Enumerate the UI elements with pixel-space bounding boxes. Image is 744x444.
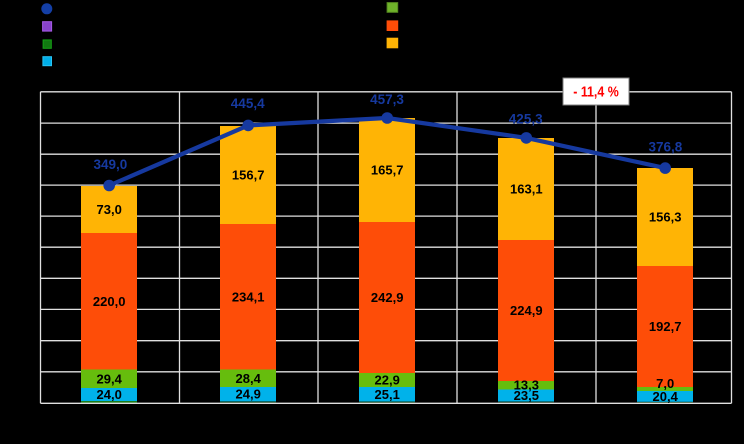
svg-text:13,3: 13,3	[514, 378, 539, 393]
svg-text:242,9: 242,9	[371, 290, 404, 305]
svg-text:- 11,4 %: - 11,4 %	[573, 83, 619, 100]
svg-text:224,9: 224,9	[510, 303, 543, 318]
svg-text:425,3: 425,3	[509, 112, 543, 127]
svg-text:29,4: 29,4	[97, 371, 123, 386]
svg-text:192,7: 192,7	[649, 319, 682, 334]
svg-text:156,7: 156,7	[232, 168, 265, 183]
svg-text:7,0: 7,0	[656, 376, 674, 391]
svg-text:73,0: 73,0	[97, 202, 122, 217]
svg-text:234,1: 234,1	[232, 289, 265, 304]
svg-text:25,1: 25,1	[375, 387, 400, 402]
svg-text:28,4: 28,4	[236, 371, 262, 386]
svg-text:457,3: 457,3	[370, 92, 404, 107]
svg-text:349,0: 349,0	[94, 157, 128, 172]
svg-text:156,3: 156,3	[649, 210, 682, 225]
svg-text:163,1: 163,1	[510, 182, 543, 197]
svg-text:22,9: 22,9	[375, 373, 400, 388]
svg-text:445,4: 445,4	[231, 96, 265, 111]
svg-text:23,5: 23,5	[514, 388, 539, 403]
svg-text:220,0: 220,0	[93, 294, 126, 309]
svg-text:20,4: 20,4	[653, 389, 679, 404]
svg-text:24,0: 24,0	[97, 387, 122, 402]
svg-text:24,9: 24,9	[236, 387, 261, 402]
svg-text:376,8: 376,8	[649, 140, 683, 155]
svg-text:165,7: 165,7	[371, 163, 404, 178]
